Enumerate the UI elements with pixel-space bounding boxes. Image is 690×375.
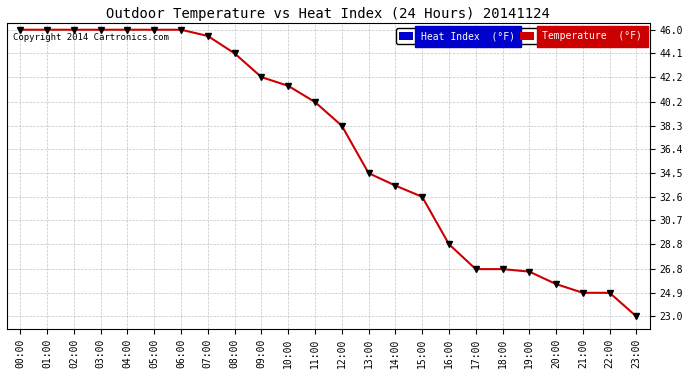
Legend: Heat Index  (°F), Temperature  (°F): Heat Index (°F), Temperature (°F) <box>395 28 645 44</box>
Title: Outdoor Temperature vs Heat Index (24 Hours) 20141124: Outdoor Temperature vs Heat Index (24 Ho… <box>106 7 551 21</box>
Text: Copyright 2014 Cartronics.com: Copyright 2014 Cartronics.com <box>13 33 169 42</box>
